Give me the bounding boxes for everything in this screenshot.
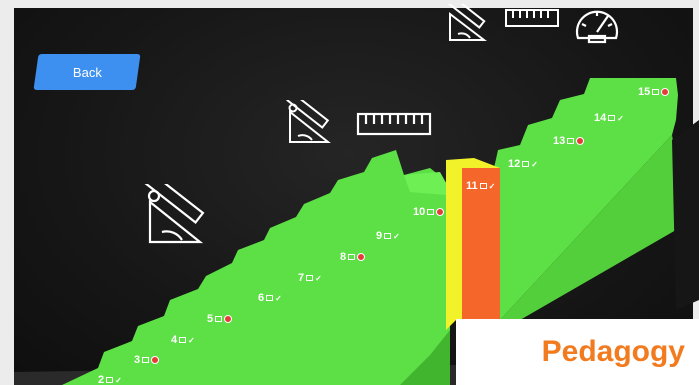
checkmark-icon: ✓	[188, 335, 195, 345]
incorrect-icon	[357, 253, 366, 261]
frame-top	[0, 0, 699, 8]
checkmark-icon: ✓	[531, 159, 538, 169]
step-number: 15	[638, 86, 651, 98]
note-icon	[384, 233, 392, 239]
step-label-15[interactable]: 15	[638, 86, 670, 98]
step-number: 7	[298, 272, 305, 284]
ruler-icon	[356, 112, 432, 136]
incorrect-icon	[436, 208, 445, 216]
checkmark-icon: ✓	[488, 181, 496, 191]
incorrect-icon	[151, 356, 160, 364]
step-number: 5	[207, 313, 214, 325]
step-number: 3	[134, 354, 141, 366]
step-number: 9	[376, 230, 383, 242]
step-label-4[interactable]: 4 ✓	[171, 334, 195, 346]
pedagogy-label: Pedagogy	[541, 335, 685, 368]
checkmark-icon: ✓	[275, 293, 282, 303]
step-label-2[interactable]: 2 ✓	[98, 374, 122, 385]
stair-top	[404, 172, 450, 195]
incorrect-icon	[576, 137, 585, 145]
note-icon	[567, 138, 575, 144]
stair-flight-left	[62, 150, 450, 385]
note-icon	[522, 161, 530, 167]
checkmark-icon: ✓	[115, 375, 122, 385]
note-icon	[427, 209, 435, 215]
step-number: 2	[98, 374, 105, 385]
pedagogy-banner: Pedagogy	[456, 319, 699, 385]
stair-flight-right	[494, 78, 678, 320]
step-label-13[interactable]: 13	[553, 135, 585, 147]
note-icon	[608, 115, 616, 121]
step-label-7[interactable]: 7 ✓	[298, 272, 322, 284]
step-label-3[interactable]: 3	[134, 354, 160, 366]
checkmark-icon: ✓	[617, 113, 624, 123]
step-number: 4	[171, 334, 178, 346]
step-label-8[interactable]: 8	[340, 251, 366, 263]
note-icon	[652, 89, 660, 95]
step-label-9[interactable]: 9 ✓	[376, 230, 400, 242]
step-number: 6	[258, 292, 265, 304]
step-label-14[interactable]: 14 ✓	[594, 112, 624, 124]
back-button-label: Back	[72, 64, 102, 80]
step-number: 12	[508, 158, 521, 170]
step-label-10[interactable]: 10	[413, 206, 445, 218]
step-number: 11	[466, 180, 478, 192]
note-icon	[266, 295, 274, 301]
checkmark-icon: ✓	[315, 273, 322, 283]
set-square-protractor-icon	[447, 4, 487, 41]
set-square-protractor-icon	[286, 100, 331, 143]
step-label-12[interactable]: 12 ✓	[508, 158, 538, 170]
note-icon	[479, 183, 487, 189]
ruler-icon	[505, 9, 559, 27]
stair-right-face	[500, 135, 678, 320]
step-label-11[interactable]: 11 ✓	[466, 180, 495, 192]
incorrect-icon	[661, 88, 670, 96]
incorrect-icon	[224, 315, 233, 323]
frame-left	[0, 0, 14, 385]
step-label-5[interactable]: 5	[207, 313, 233, 325]
current-step-orange	[462, 168, 500, 320]
back-wall-right	[672, 120, 699, 310]
note-icon	[348, 254, 356, 260]
set-square-protractor-icon	[143, 184, 205, 244]
step-label-6[interactable]: 6 ✓	[258, 292, 282, 304]
step-number: 13	[553, 135, 566, 147]
speedometer-icon	[575, 10, 619, 44]
step-number: 10	[413, 206, 426, 218]
back-button[interactable]: Back	[33, 54, 141, 90]
checkmark-icon: ✓	[393, 231, 400, 241]
note-icon	[106, 377, 114, 383]
step-number: 8	[340, 251, 347, 263]
note-icon	[142, 357, 150, 363]
step-number: 14	[594, 112, 607, 124]
note-icon	[179, 337, 187, 343]
note-icon	[215, 316, 223, 322]
note-icon	[306, 275, 314, 281]
